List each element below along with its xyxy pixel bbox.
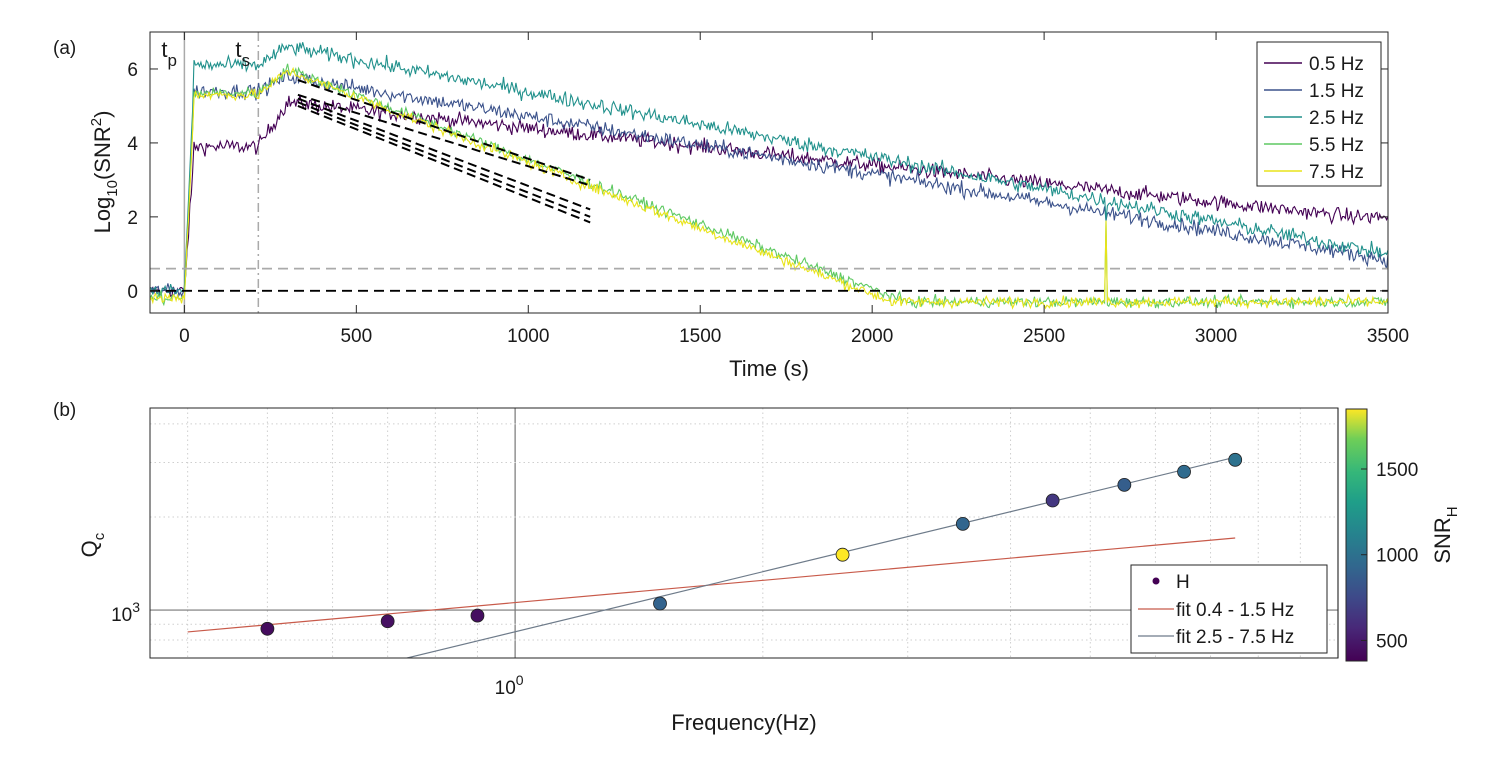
legend-label: H [1176, 572, 1190, 593]
decay-fit-line-4 [297, 97, 591, 211]
panel-a-background [150, 32, 1388, 313]
panel-b-label: (b) [53, 400, 76, 421]
data-point [955, 516, 970, 531]
x-tick-label: 0 [179, 326, 190, 347]
legend-label: 7.5 Hz [1309, 162, 1364, 183]
x-tick-label: 2500 [1023, 326, 1065, 347]
marker-label-ts: ts [235, 37, 250, 70]
legend-label: fit 2.5 - 7.5 Hz [1176, 627, 1294, 648]
x-tick-label: 100 [495, 672, 524, 699]
data-point [1045, 493, 1060, 508]
data-point [260, 621, 275, 636]
panel-a-axes-box [149, 31, 1389, 314]
y-tick-label: 0 [127, 282, 138, 303]
data-point [380, 614, 395, 629]
panel-b-x-axis-label: Frequency(Hz) [671, 710, 816, 735]
colorbar-tick-label: 1500 [1376, 460, 1418, 481]
x-tick-label: 3500 [1367, 326, 1409, 347]
panel-a-legend: 0.5 Hz 1.5 Hz 2.5 Hz 5.5 Hz 7.5 Hz [1256, 41, 1382, 187]
colorbar-tick-label: 1000 [1376, 546, 1418, 567]
panel-b-axes-box [149, 407, 1339, 659]
data-point [470, 608, 485, 623]
decay-fit-line-1 [297, 93, 591, 187]
legend-box [1256, 41, 1382, 187]
panel-a-arrival-markers: tp ts [161, 37, 250, 70]
panel-b-points [260, 452, 1243, 636]
fit-line-0 [187, 537, 1236, 633]
colorbar-tick-label: 500 [1376, 631, 1408, 652]
series-line-1p5-Hz [150, 69, 1388, 298]
panel-b-ticks: 100 103 [111, 599, 524, 699]
colorbar: 500 1000 1500 [1345, 408, 1418, 662]
x-tick-label: 1000 [507, 326, 549, 347]
data-point [1177, 464, 1191, 479]
series-line-0p5-Hz [150, 95, 1388, 298]
panel-a-series-group [150, 32, 1388, 313]
colorbar-label: SNRH [1430, 506, 1461, 563]
fit-line-1 [404, 456, 1236, 658]
panel-b-y-axis-label: Qc [77, 532, 108, 557]
panel-b-fits [187, 456, 1236, 658]
panel-a-label: (a) [53, 38, 76, 59]
data-point [835, 547, 850, 562]
legend-label: fit 0.4 - 1.5 Hz [1176, 600, 1294, 621]
y-tick-label: 4 [127, 134, 138, 155]
legend-label: 2.5 Hz [1309, 108, 1364, 129]
panel-a-plot-area [150, 32, 1388, 313]
x-tick-label: 1500 [679, 326, 721, 347]
colorbar-gradient [1345, 408, 1368, 662]
marker-label-tp: tp [161, 37, 177, 70]
panel-a-x-axis-label: Time (s) [729, 356, 809, 381]
legend-label: 5.5 Hz [1309, 135, 1364, 156]
panel-a-ticks: 0 500 1000 1500 2000 2500 3000 3500 0 2 4 6 [127, 32, 1409, 347]
panel-a-y-axis-label: Log10(SNR2) [88, 111, 121, 234]
legend-label: 1.5 Hz [1309, 81, 1364, 102]
legend-swatch-point [1152, 577, 1160, 585]
x-tick-label: 2000 [851, 326, 893, 347]
data-point [653, 596, 667, 611]
y-tick-label: 2 [127, 208, 138, 229]
y-tick-label: 103 [111, 599, 140, 626]
legend-label: 0.5 Hz [1309, 54, 1364, 75]
x-tick-label: 500 [340, 326, 372, 347]
y-tick-label: 6 [127, 60, 138, 81]
decay-fit-line-2 [297, 101, 591, 218]
series-line-5p5-Hz [150, 63, 1388, 310]
decay-fit-line-0 [297, 79, 591, 181]
decay-fit-line-3 [297, 105, 591, 224]
x-tick-label: 3000 [1195, 326, 1237, 347]
series-line-2p5-Hz [150, 42, 1388, 295]
data-point [1228, 452, 1243, 467]
data-point [1117, 477, 1132, 492]
